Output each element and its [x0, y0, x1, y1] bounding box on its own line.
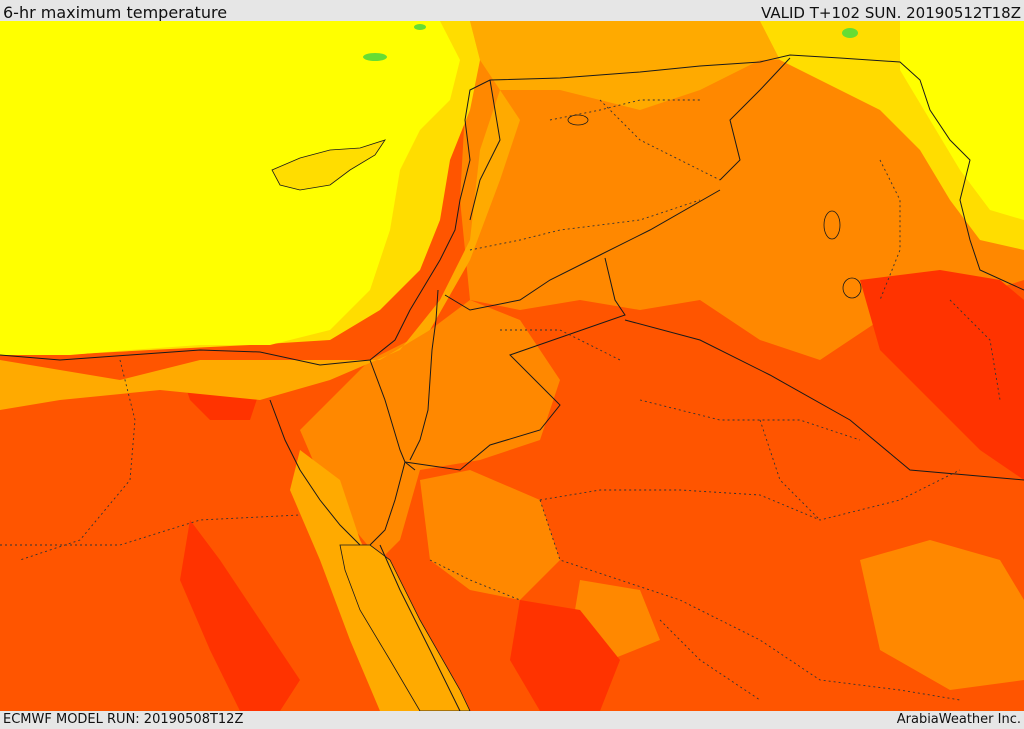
- temp-zone-green-2: [842, 28, 858, 38]
- footer-bar: [0, 711, 1024, 729]
- lake-assad: [567, 114, 589, 126]
- temp-zone-orange-south: [420, 470, 560, 600]
- temp-zone-hot-iraq: [860, 270, 1024, 480]
- model-run: ECMWF MODEL RUN: 20190508T12Z: [3, 712, 244, 727]
- lake-tharthar: [823, 210, 841, 240]
- map-title: 6-hr maximum temperature: [3, 3, 228, 22]
- temp-zone-yellow-ne: [900, 21, 1024, 220]
- temp-zone-green-3: [414, 24, 426, 30]
- borders-dotted: [0, 99, 1001, 701]
- credit-text: ArabiaWeather Inc.: [896, 712, 1021, 727]
- island-cyprus: [271, 139, 386, 191]
- temp-zone-orange-east: [860, 540, 1024, 690]
- valid-time: VALID T+102 SUN. 20190512T18Z: [761, 4, 1021, 22]
- temp-zone-hot-south: [510, 600, 620, 711]
- red-sea: [339, 544, 471, 711]
- temp-zone-green-1: [363, 53, 387, 61]
- borders-solid: [0, 54, 1024, 711]
- temp-zone-yellow-sea: [0, 21, 460, 355]
- temp-zone-hot-nile: [180, 520, 300, 711]
- header-bar: [0, 0, 1024, 21]
- lake-habbaniyah: [842, 277, 862, 299]
- temperature-map: [0, 21, 1024, 711]
